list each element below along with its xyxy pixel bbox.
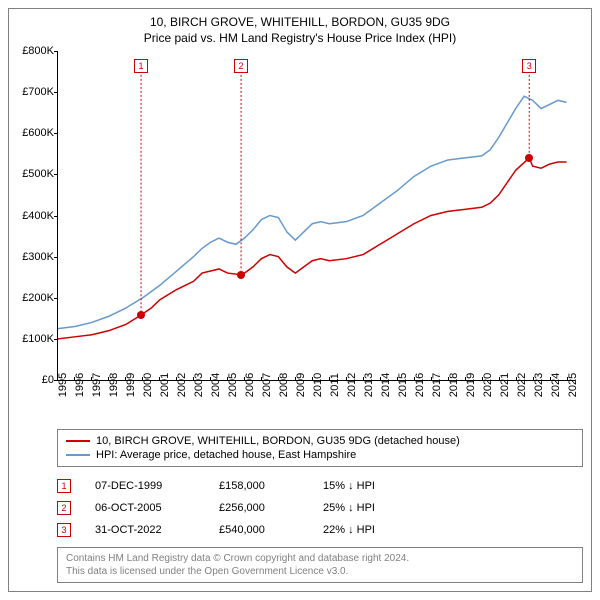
x-tick-label: 2005 xyxy=(227,373,239,397)
x-tick-label: 2003 xyxy=(193,373,205,397)
legend-swatch-hpi xyxy=(66,454,90,456)
x-tick-label: 2000 xyxy=(142,373,154,397)
x-tick-label: 1999 xyxy=(125,373,137,397)
x-tick-label: 2009 xyxy=(295,373,307,397)
x-tick-label: 2020 xyxy=(482,373,494,397)
y-tick-label: £200K xyxy=(22,292,58,304)
annotation-pct: 15% ↓ HPI xyxy=(323,480,423,492)
y-tick-label: £400K xyxy=(22,210,58,222)
annotation-dot xyxy=(525,154,533,162)
annotation-pct: 22% ↓ HPI xyxy=(323,524,423,536)
x-axis-labels: 1995199619971998199920002001200220032004… xyxy=(57,381,575,421)
y-tick-label: £300K xyxy=(22,251,58,263)
x-tick-label: 2016 xyxy=(414,373,426,397)
x-tick-label: 2021 xyxy=(499,373,511,397)
annotation-price: £256,000 xyxy=(219,502,299,514)
annotation-row: 1 07-DEC-1999 £158,000 15% ↓ HPI xyxy=(57,475,583,497)
annotation-price: £540,000 xyxy=(219,524,299,536)
annotation-marker-inline: 1 xyxy=(57,479,71,493)
annotation-row: 2 06-OCT-2005 £256,000 25% ↓ HPI xyxy=(57,497,583,519)
annotation-date: 31-OCT-2022 xyxy=(95,524,195,536)
x-tick-label: 2006 xyxy=(244,373,256,397)
y-tick-label: £700K xyxy=(22,86,58,98)
x-tick-label: 2015 xyxy=(397,373,409,397)
x-tick-label: 1997 xyxy=(91,373,103,397)
series-line xyxy=(58,158,567,339)
x-tick-label: 2022 xyxy=(516,373,528,397)
footer-attribution: Contains HM Land Registry data © Crown c… xyxy=(57,547,583,583)
x-tick-label: 1995 xyxy=(57,373,69,397)
annotation-table: 1 07-DEC-1999 £158,000 15% ↓ HPI 2 06-OCT-200… xyxy=(57,475,583,541)
footer-line-1: Contains HM Land Registry data © Crown c… xyxy=(66,552,574,565)
y-tick-label: £600K xyxy=(22,127,58,139)
annotation-price: £158,000 xyxy=(219,480,299,492)
annotation-row: 3 31-OCT-2022 £540,000 22% ↓ HPI xyxy=(57,519,583,541)
x-tick-label: 2018 xyxy=(448,373,460,397)
annotation-marker: 1 xyxy=(134,59,148,73)
y-tick-mark xyxy=(54,133,58,134)
y-tick-mark xyxy=(54,51,58,52)
annotation-marker: 3 xyxy=(522,59,536,73)
annotation-date: 06-OCT-2005 xyxy=(95,502,195,514)
y-tick-mark xyxy=(54,298,58,299)
annotation-pct: 25% ↓ HPI xyxy=(323,502,423,514)
x-tick-label: 2012 xyxy=(346,373,358,397)
legend-label-property: 10, BIRCH GROVE, WHITEHILL, BORDON, GU35… xyxy=(96,435,460,447)
series-line xyxy=(58,96,567,328)
x-tick-label: 2025 xyxy=(567,373,579,397)
x-tick-label: 2017 xyxy=(431,373,443,397)
x-tick-label: 2013 xyxy=(363,373,375,397)
legend-label-hpi: HPI: Average price, detached house, East… xyxy=(96,449,356,461)
y-tick-mark xyxy=(54,92,58,93)
chart-title-main: 10, BIRCH GROVE, WHITEHILL, BORDON, GU35… xyxy=(17,15,583,29)
x-tick-label: 2007 xyxy=(261,373,273,397)
x-tick-label: 2023 xyxy=(533,373,545,397)
annotation-marker-inline: 3 xyxy=(57,523,71,537)
x-tick-label: 2008 xyxy=(278,373,290,397)
x-tick-label: 2011 xyxy=(329,373,341,397)
chart-container: 10, BIRCH GROVE, WHITEHILL, BORDON, GU35… xyxy=(8,8,592,592)
annotation-date: 07-DEC-1999 xyxy=(95,480,195,492)
y-tick-label: £800K xyxy=(22,45,58,57)
y-tick-label: £100K xyxy=(22,333,58,345)
plot-svg xyxy=(58,51,575,380)
legend-swatch-property xyxy=(66,440,90,442)
annotation-dot xyxy=(237,271,245,279)
y-tick-label: £500K xyxy=(22,168,58,180)
y-tick-mark xyxy=(54,257,58,258)
chart-title-sub: Price paid vs. HM Land Registry's House … xyxy=(17,31,583,45)
y-tick-mark xyxy=(54,339,58,340)
y-tick-mark xyxy=(54,216,58,217)
x-tick-label: 2002 xyxy=(176,373,188,397)
legend: 10, BIRCH GROVE, WHITEHILL, BORDON, GU35… xyxy=(57,429,583,467)
x-tick-label: 1998 xyxy=(108,373,120,397)
annotation-marker-inline: 2 xyxy=(57,501,71,515)
legend-item-property: 10, BIRCH GROVE, WHITEHILL, BORDON, GU35… xyxy=(66,434,574,448)
annotation-dot xyxy=(137,311,145,319)
footer-line-2: This data is licensed under the Open Gov… xyxy=(66,565,574,578)
x-tick-label: 2019 xyxy=(465,373,477,397)
x-tick-label: 2010 xyxy=(312,373,324,397)
y-tick-mark xyxy=(54,174,58,175)
x-tick-label: 2004 xyxy=(210,373,222,397)
x-tick-label: 2014 xyxy=(380,373,392,397)
plot-area: £0£100K£200K£300K£400K£500K£600K£700K£80… xyxy=(57,51,575,381)
x-tick-label: 1996 xyxy=(74,373,86,397)
legend-item-hpi: HPI: Average price, detached house, East… xyxy=(66,448,574,462)
x-tick-label: 2024 xyxy=(550,373,562,397)
annotation-marker: 2 xyxy=(234,59,248,73)
x-tick-label: 2001 xyxy=(159,373,171,397)
